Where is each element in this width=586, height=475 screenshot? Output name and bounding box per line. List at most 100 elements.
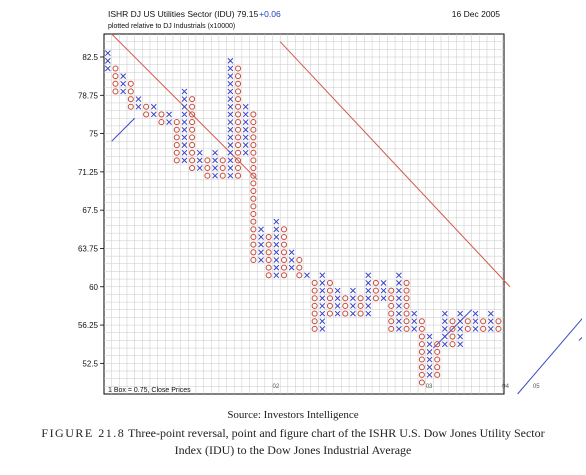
x-mark — [472, 326, 479, 332]
x-mark-stroke — [273, 257, 280, 263]
o-mark — [311, 295, 318, 302]
x-mark-stroke — [472, 310, 479, 317]
o-mark — [219, 172, 226, 179]
x-mark-stroke — [441, 333, 448, 340]
o-mark — [250, 142, 257, 149]
x-mark — [104, 50, 111, 57]
x-mark — [396, 280, 402, 286]
x-mark — [288, 264, 295, 271]
x-mark — [181, 126, 188, 133]
x-mark-stroke — [457, 318, 464, 325]
o-mark — [250, 111, 257, 118]
o-mark — [250, 180, 257, 187]
o-mark — [127, 88, 134, 95]
x-mark-stroke — [396, 326, 402, 332]
x-mark — [104, 57, 111, 64]
x-mark — [457, 326, 464, 332]
o-mark — [143, 103, 150, 110]
o-mark — [418, 379, 425, 386]
x-mark-stroke — [411, 318, 418, 325]
x-mark — [196, 165, 203, 171]
o-mark — [403, 318, 410, 325]
o-mark — [235, 142, 242, 149]
x-mark — [457, 333, 464, 340]
o-mark — [388, 325, 395, 332]
o-mark — [265, 241, 272, 248]
x-mark — [181, 96, 188, 102]
x-mark-stroke — [396, 303, 402, 309]
x-mark — [212, 157, 218, 164]
x-mark-stroke — [319, 280, 326, 286]
x-mark — [441, 326, 448, 332]
o-mark — [112, 88, 119, 95]
x-mark-stroke — [196, 157, 203, 164]
x-tick-label: 04 — [502, 384, 509, 390]
x-mark-stroke — [181, 149, 188, 156]
o-mark — [480, 325, 487, 332]
x-mark — [242, 103, 249, 110]
x-mark-stroke — [457, 341, 464, 348]
x-mark — [227, 80, 234, 87]
o-mark — [235, 157, 242, 164]
x-mark-stroke — [227, 172, 234, 179]
x-mark — [319, 280, 326, 286]
o-mark — [173, 142, 180, 149]
x-mark — [457, 318, 464, 325]
x-mark-stroke — [487, 326, 494, 332]
o-mark — [189, 119, 196, 126]
x-mark-stroke — [350, 310, 356, 317]
x-mark-stroke — [365, 295, 372, 302]
x-mark-stroke — [319, 326, 326, 332]
chart-subtitle: plotted relative to DJ Industrials (x100… — [108, 23, 235, 30]
o-mark — [127, 80, 134, 87]
x-mark-stroke — [365, 287, 372, 294]
x-mark — [227, 157, 234, 164]
x-mark — [365, 310, 372, 317]
x-mark-stroke — [396, 272, 402, 279]
o-mark — [250, 134, 257, 141]
x-mark — [319, 310, 326, 317]
x-mark — [334, 310, 341, 317]
o-mark — [219, 157, 226, 164]
x-mark-stroke — [411, 326, 418, 332]
y-tick-label: 71.25 — [78, 168, 99, 177]
x-mark — [396, 318, 402, 325]
x-mark-stroke — [227, 96, 234, 102]
x-mark-stroke — [135, 103, 142, 110]
o-mark — [235, 165, 242, 172]
o-mark — [342, 302, 349, 309]
o-mark — [189, 142, 196, 149]
x-mark-stroke — [227, 165, 234, 171]
x-mark — [181, 103, 188, 110]
o-mark — [280, 249, 288, 256]
x-mark — [166, 111, 172, 118]
o-mark — [235, 119, 242, 126]
x-mark — [472, 310, 479, 317]
x-mark-stroke — [196, 165, 203, 171]
x-mark — [227, 96, 234, 102]
o-mark — [372, 279, 379, 286]
x-mark — [457, 341, 464, 348]
o-mark — [434, 371, 441, 378]
x-mark — [258, 249, 264, 256]
x-mark — [380, 295, 387, 302]
x-mark — [258, 257, 264, 263]
x-mark — [350, 295, 356, 302]
y-tick-label: 82.5 — [82, 53, 98, 62]
o-mark — [265, 256, 272, 263]
x-mark-stroke — [227, 134, 234, 141]
o-mark — [418, 356, 425, 363]
o-mark — [235, 103, 242, 110]
x-mark — [411, 310, 418, 317]
x-tick-label: 03 — [426, 384, 433, 390]
o-mark — [112, 65, 119, 72]
o-mark — [235, 80, 242, 87]
o-mark — [250, 256, 257, 263]
o-mark — [189, 126, 196, 133]
x-mark — [273, 234, 280, 240]
o-mark — [173, 126, 180, 133]
x-mark-stroke — [258, 226, 264, 233]
x-mark — [258, 234, 264, 240]
x-mark — [227, 134, 234, 141]
o-mark — [235, 88, 242, 95]
